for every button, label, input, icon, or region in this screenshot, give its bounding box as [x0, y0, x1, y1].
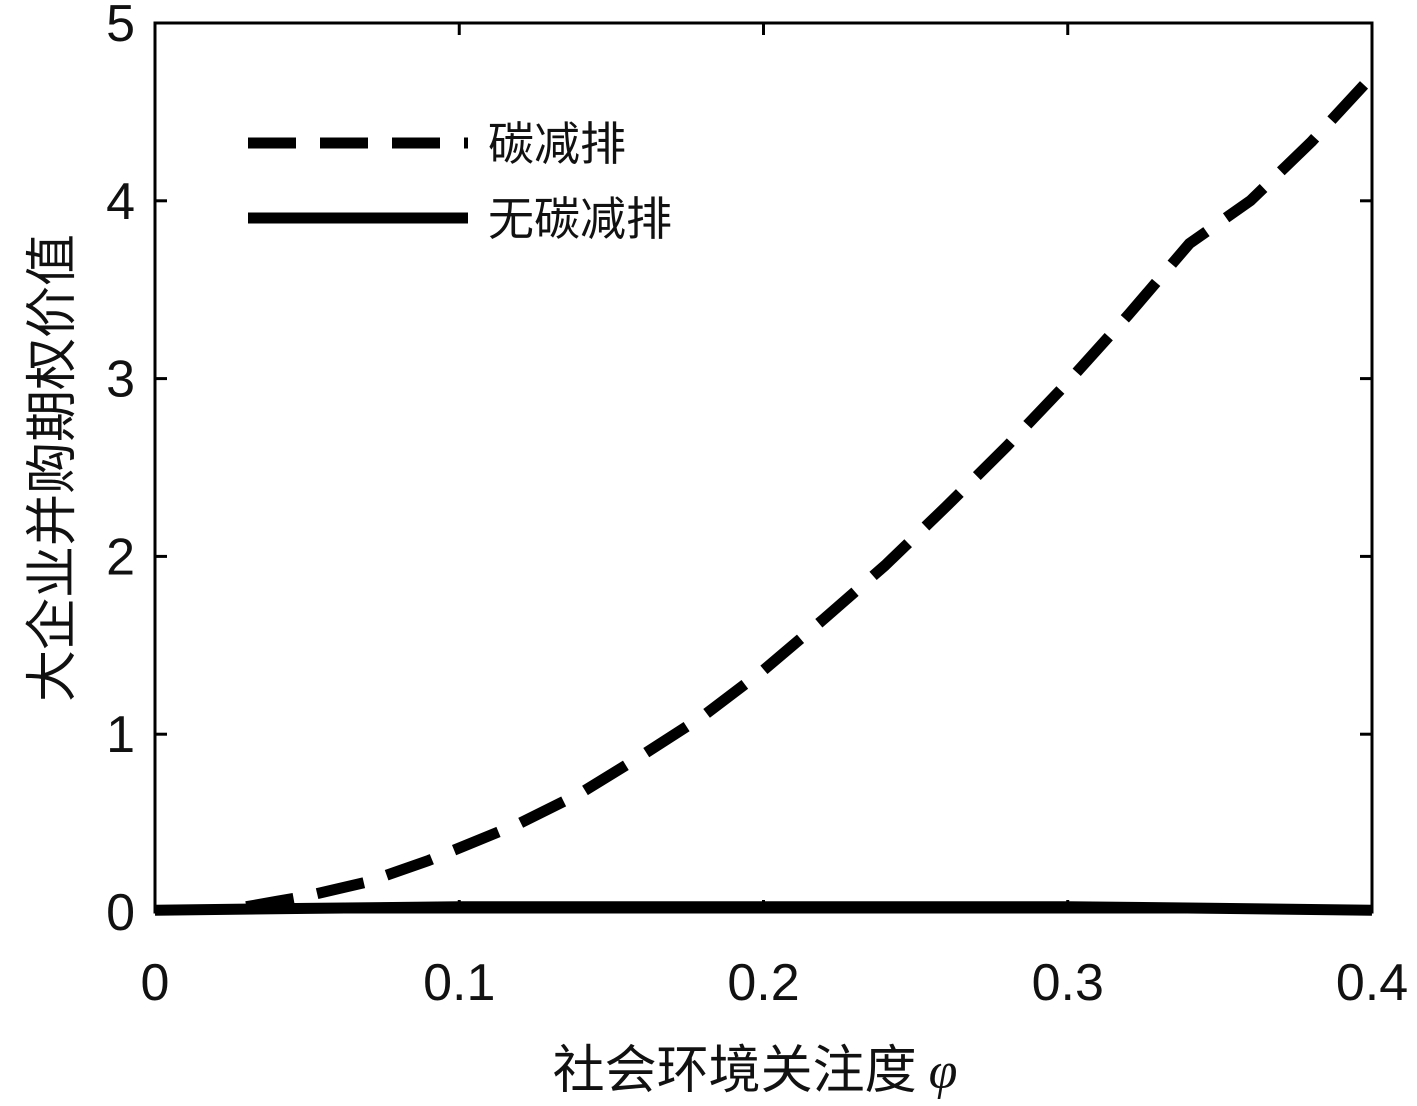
legend: 碳减排 无碳减排: [248, 117, 672, 246]
legend-label-series-2: 无碳减排: [488, 192, 672, 246]
plot-area: [153, 21, 1374, 914]
x-tick-label: 0: [141, 954, 170, 1012]
series-line-2: [154, 901, 1373, 916]
x-axis-label: 社会环境关注度 φ: [553, 1041, 958, 1101]
y-tick-label: 0: [106, 884, 135, 942]
x-tick-label: 0.4: [1336, 954, 1408, 1012]
y-tick-label: 3: [106, 351, 135, 409]
y-tick-label: 5: [106, 0, 135, 53]
x-axis: 0 0.1 0.2 0.3 0.4: [141, 23, 1408, 1012]
y-axis-label: 大企业并购期权价值: [23, 234, 83, 702]
y-tick-label: 2: [106, 528, 135, 586]
x-tick-label: 0.3: [1032, 954, 1104, 1012]
y-tick-label: 4: [106, 173, 135, 231]
x-axis-label-symbol: φ: [929, 1043, 958, 1100]
y-axis: 0 1 2 3 4 5: [106, 0, 1372, 942]
x-tick-label: 0.1: [423, 954, 495, 1012]
legend-label-series-1: 碳减排: [488, 117, 626, 171]
x-tick-label: 0.2: [727, 954, 799, 1012]
x-axis-label-text: 社会环境关注度: [553, 1041, 917, 1101]
y-tick-label: 1: [106, 706, 135, 764]
plot-frame: [153, 21, 1374, 914]
series-line-1: [245, 72, 1377, 913]
series-layer: [154, 72, 1377, 916]
